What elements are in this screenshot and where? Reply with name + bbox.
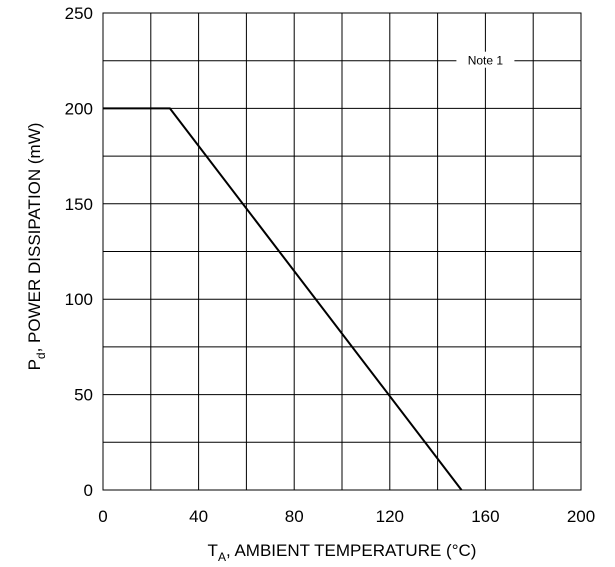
- y-axis-title-rest: , POWER DISSIPATION (mW): [25, 123, 44, 353]
- series-line: [103, 107, 463, 491]
- x-axis-title: TA, AMBIENT TEMPERATURE (°C): [208, 541, 477, 564]
- y-tick-label: 250: [65, 4, 93, 23]
- x-tick-label: 200: [567, 507, 595, 526]
- x-tick-label: 0: [98, 507, 107, 526]
- plot-frame: [102, 12, 582, 491]
- x-tick-label: 120: [376, 507, 404, 526]
- x-tick-label: 160: [471, 507, 499, 526]
- series-group: [103, 107, 463, 491]
- x-tick-label: 80: [285, 507, 304, 526]
- y-axis-title-main: P: [25, 359, 44, 370]
- annotation-note: Note 1: [468, 54, 504, 68]
- tick-labels: 0 40 80 120 160 200 0 50 100 150 200 250: [65, 4, 596, 526]
- y-tick-label: 200: [65, 99, 93, 118]
- x-axis-title-subscript: A: [218, 550, 226, 564]
- grid: [102, 12, 582, 491]
- y-axis-title: Pd, POWER DISSIPATION (mW): [25, 123, 48, 371]
- x-axis-title-main: T: [208, 541, 218, 560]
- x-axis-title-rest: , AMBIENT TEMPERATURE (°C): [226, 541, 477, 560]
- annotations: Note 1: [456, 51, 515, 68]
- y-tick-label: 0: [84, 481, 93, 500]
- y-axis-title-subscript: d: [34, 352, 48, 359]
- y-tick-label: 50: [74, 386, 93, 405]
- annotation-background: [456, 51, 515, 68]
- y-tick-label: 150: [65, 195, 93, 214]
- y-tick-label: 100: [65, 290, 93, 309]
- x-tick-label: 40: [189, 507, 208, 526]
